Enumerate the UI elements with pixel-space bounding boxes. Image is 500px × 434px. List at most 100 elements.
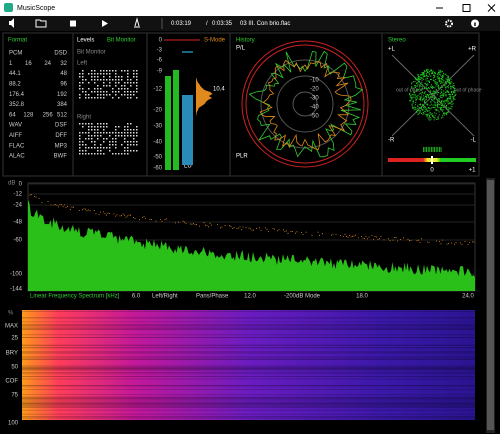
stereo-dot (432, 97, 434, 99)
bit-dot (79, 73, 81, 75)
stereo-dot (437, 75, 439, 77)
stereo-dot (426, 115, 428, 117)
bit-dot (82, 153, 84, 155)
open-button[interactable] (35, 19, 47, 28)
volume-button[interactable] (9, 18, 14, 28)
bit-dot (79, 88, 81, 90)
total-time: 0:03:35 (212, 21, 233, 27)
meter-scale-label: -6 (157, 58, 163, 64)
spectrum-y-label: 0 (19, 182, 23, 188)
bit-dot (88, 97, 90, 99)
stereo-dot (427, 72, 429, 73)
bit-dot (94, 91, 96, 93)
stereo-dot (430, 101, 432, 103)
stereo-dot (428, 117, 430, 119)
stereo-dot (450, 79, 452, 81)
meter-scale-label: -30 (153, 124, 162, 130)
bit-dot (100, 135, 102, 137)
stereo-dot (414, 107, 416, 109)
stereo-dot (422, 72, 424, 74)
stereo-dot (427, 96, 429, 98)
stereo-dot (445, 95, 447, 97)
stereo-dot (425, 74, 427, 76)
stereo-dot (419, 107, 421, 109)
stereo-dot (420, 98, 422, 100)
stereo-dot (450, 99, 452, 101)
close-button[interactable] (487, 4, 496, 12)
stereo-dot (425, 108, 427, 110)
play-button[interactable] (102, 20, 108, 27)
stereo-dot (438, 103, 440, 105)
stereo-dot (427, 69, 429, 71)
format-item: DSD (54, 51, 67, 57)
stereo-dot (453, 97, 455, 99)
settings-button[interactable] (445, 19, 453, 28)
stereo-dot (434, 115, 436, 117)
stop-button[interactable] (70, 20, 76, 27)
stereo-dot (431, 86, 433, 88)
stereo-dot (438, 84, 440, 86)
stereo-dot (432, 115, 434, 117)
spectrum-mode[interactable]: Pans/Phase (196, 294, 229, 300)
maximize-button[interactable] (462, 4, 471, 12)
bit-dot (109, 141, 111, 143)
stereo-dot (451, 92, 452, 94)
stereo-dot (413, 81, 415, 83)
stereo-dot (451, 103, 453, 105)
stereo-dot (451, 81, 453, 83)
stereo-dot (441, 92, 442, 94)
panels-frame (2, 32, 480, 177)
scrollbar-thumb[interactable] (487, 180, 494, 430)
bit-dot (88, 88, 90, 90)
bit-dot (130, 79, 132, 81)
bit-dot (91, 138, 93, 140)
bit-dot (133, 129, 135, 131)
spectrum-y-label: -100 (10, 272, 23, 278)
bit-dot (109, 82, 111, 84)
stereo-dot (431, 114, 433, 116)
bit-dot (97, 123, 99, 125)
stereo-dot (439, 80, 441, 81)
stereo-dot (442, 103, 444, 105)
spectrum-mode[interactable]: Left/Right (152, 294, 178, 300)
stereo-dot (431, 71, 433, 73)
spectrogram-label: 50 (11, 365, 18, 371)
stereo-dot (423, 107, 425, 109)
stereo-dot (444, 104, 446, 106)
metronome-button[interactable] (134, 17, 140, 28)
bit-dot (130, 123, 132, 125)
stereo-dot (418, 93, 420, 95)
stereo-dot (444, 94, 446, 96)
stereo-dot (438, 80, 440, 82)
spectrum-mode[interactable]: -200dB Mode (284, 294, 321, 300)
stereo-dot (444, 102, 446, 104)
stereo-dot (423, 111, 425, 113)
bit-dot (88, 138, 90, 140)
format-item: 44.1 (9, 71, 21, 77)
bit-dot (115, 70, 117, 72)
bit-dot (97, 129, 99, 131)
stereo-dot (430, 75, 432, 77)
spectrogram-stripe (22, 403, 475, 405)
stereo-dot (439, 92, 441, 94)
bit-dot (85, 132, 87, 134)
bit-dot (82, 126, 84, 128)
stereo-dot (435, 92, 436, 94)
bit-dot (124, 85, 126, 87)
stereo-dot (448, 109, 450, 110)
stereo-dot (432, 93, 434, 94)
stereo-dot (440, 75, 442, 77)
spectrogram-stripe (22, 326, 475, 328)
stereo-dot (422, 103, 423, 105)
bit-dot (127, 141, 129, 143)
bit-dot (124, 138, 126, 140)
stereo-dot (428, 87, 429, 88)
bit-dot (115, 147, 117, 149)
stereo-dot (429, 97, 431, 99)
stereo-dot (409, 94, 411, 96)
bit-dot (124, 88, 126, 90)
stereo-dot (419, 84, 421, 86)
stereo-dot (427, 94, 429, 96)
stereo-dot (423, 75, 425, 77)
